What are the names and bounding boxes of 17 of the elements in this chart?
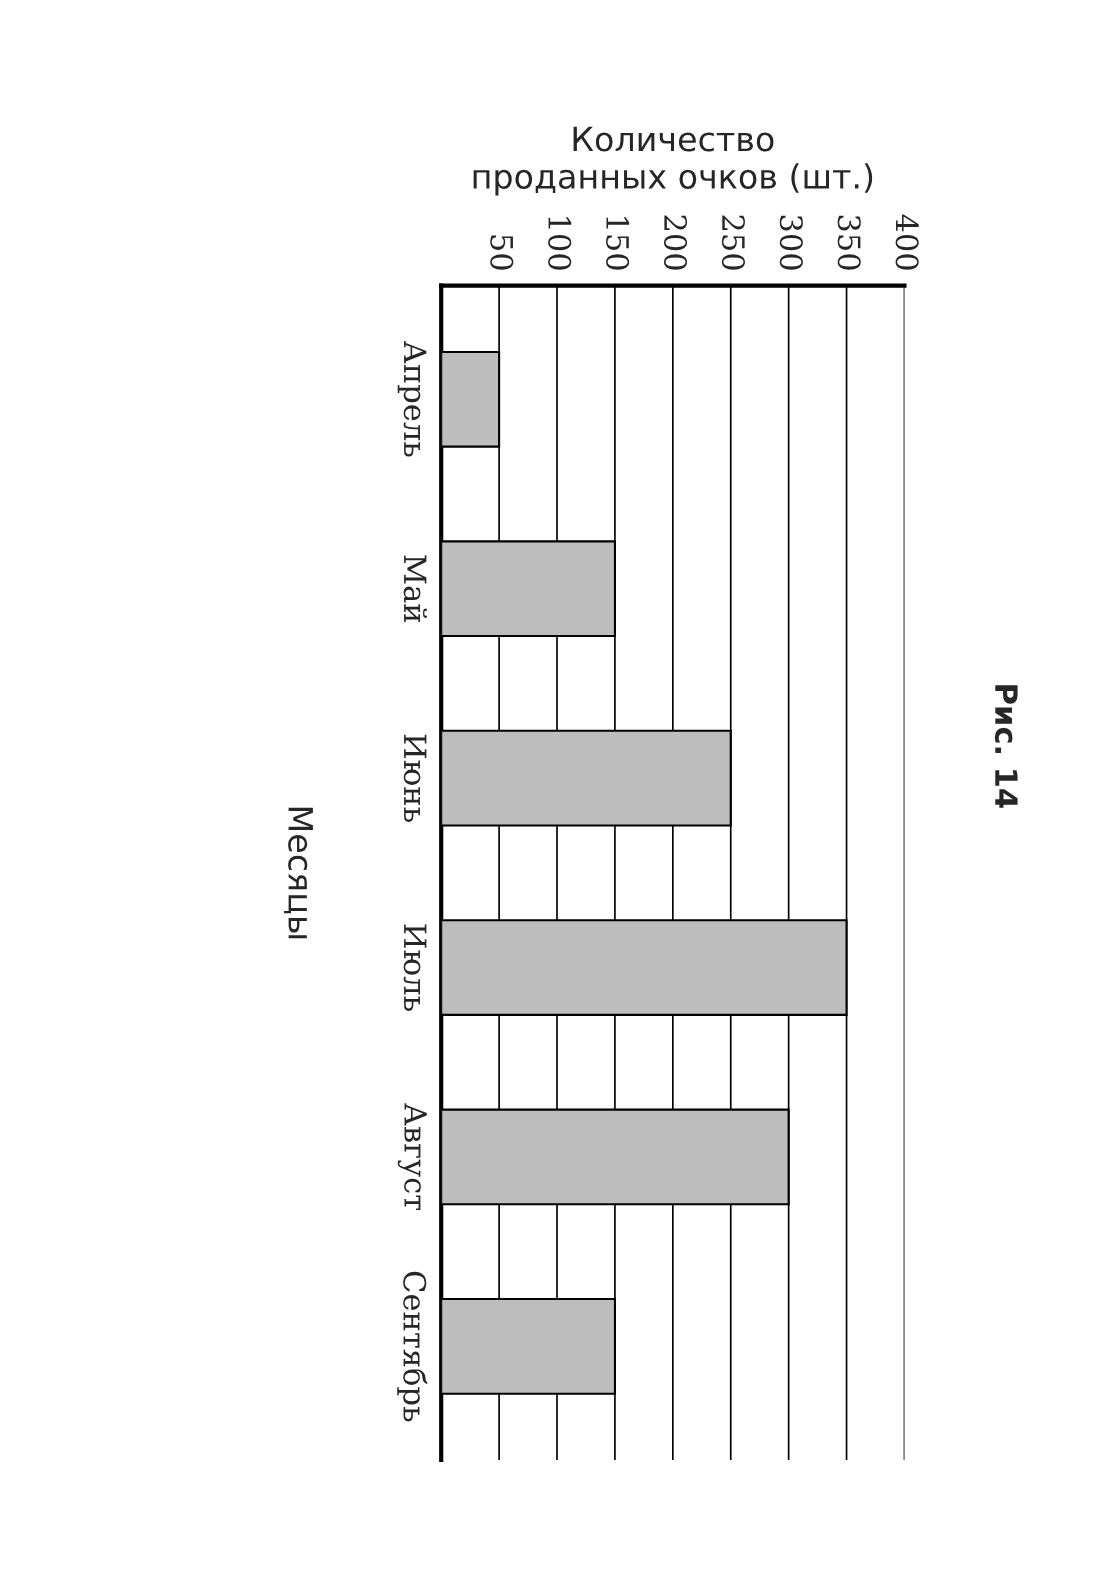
y-tick-label: Сентябрь (397, 1271, 428, 1422)
x-tick-label: 100 (548, 217, 572, 270)
x-tick-label: 200 (663, 215, 688, 270)
x-tick-label: 50 (490, 235, 514, 270)
x-tick-label: 300 (779, 215, 803, 270)
x-tick-label: 400 (895, 214, 919, 270)
y-tick-label: Май (403, 555, 428, 623)
y-tick-label: Июнь (403, 734, 427, 822)
y-tick-label: Август (397, 1103, 427, 1210)
x-tick-label: 250 (721, 215, 745, 270)
x-tick-label: 150 (606, 217, 630, 270)
y-tick-label: Апрель (397, 341, 427, 457)
x-tick-label: 350 (837, 215, 861, 270)
x-axis-title: Количество проданных очков (шт.) (473, 126, 873, 196)
text: Рис. 14 (994, 685, 1018, 808)
y-tick-label: Июль (403, 924, 427, 1011)
y-axis-title: Месяцы (284, 807, 313, 939)
